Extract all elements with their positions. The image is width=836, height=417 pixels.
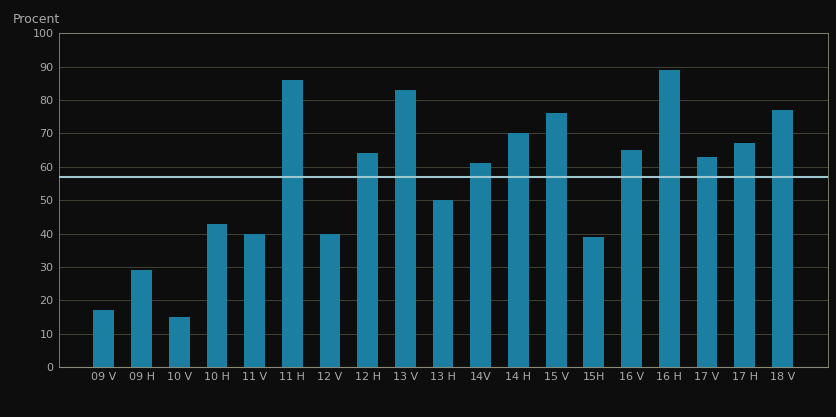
Bar	[508, 133, 529, 367]
Bar	[696, 157, 717, 367]
Bar	[94, 310, 115, 367]
Text: Procent: Procent	[13, 13, 59, 26]
Bar	[395, 90, 415, 367]
Bar	[169, 317, 190, 367]
Bar	[319, 234, 340, 367]
Bar	[734, 143, 755, 367]
Bar	[584, 237, 604, 367]
Bar	[621, 150, 642, 367]
Bar	[357, 153, 378, 367]
Bar	[282, 80, 303, 367]
Bar	[772, 110, 793, 367]
Bar	[471, 163, 491, 367]
Bar	[659, 70, 680, 367]
Bar	[546, 113, 567, 367]
Bar	[433, 200, 453, 367]
Bar	[131, 270, 152, 367]
Bar	[244, 234, 265, 367]
Bar	[206, 224, 227, 367]
